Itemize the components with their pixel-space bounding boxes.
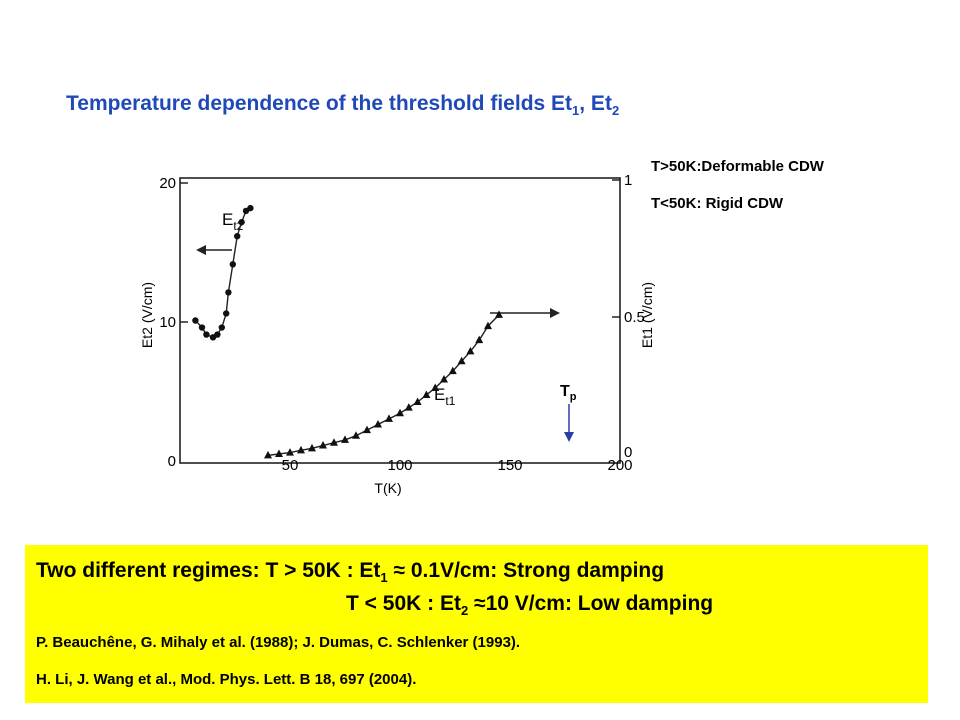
et2-data-point [203,331,210,338]
tp-arrow-head [564,432,574,442]
threshold-field-chart: 20 10 0 1 0.5 0 50 100 150 200 T(K) Et2 … [140,172,655,496]
left-tick-label-10: 10 [159,314,176,331]
et1-data-point [308,443,316,452]
et1-data-point [448,366,457,375]
et2-data-point [223,310,230,317]
et1-series-label: Et1 [434,385,456,408]
reference-2: H. Li, J. Wang et al., Mod. Phys. Lett. … [36,671,417,688]
title-separator: , Et [579,92,612,115]
x-tick-label-50: 50 [282,457,299,474]
left-tick-label-20: 20 [159,175,176,192]
et2-data-point [218,324,225,331]
et1-data-point [484,321,492,330]
regime-2-sub: 2 [460,603,469,619]
summary-box: Two different regimes: T > 50K : Et1 ≈ 0… [25,545,928,703]
et1-data-point [352,431,360,439]
et1-data-point [431,383,440,391]
et2-data-point [198,324,206,331]
et1-data-point [466,346,475,355]
regime-2-lead: T < 50K : Et [346,592,461,615]
reference-1: P. Beauchêne, G. Mihaly et al. (1988); J… [36,634,521,651]
et1-data-point [440,375,448,383]
left-tick-label-0: 0 [168,453,176,470]
tp-label: Tp [560,383,577,403]
et1-data-point [363,425,371,434]
regime-line-2: T < 50K : Et2 ≈10 V/cm: Low damping [346,592,713,618]
et1-data-point [286,448,294,456]
et1-data-point [341,435,349,443]
left-axis-title: Et2 (V/cm) [140,282,155,348]
et2-arrow-head [196,245,206,255]
regime-1-sub: 1 [380,570,388,586]
et2-data-point [247,204,254,212]
et1-data-point [330,438,338,446]
right-tick-label-1: 1 [624,172,632,189]
regime-note-rigid: T<50K: Rigid CDW [651,195,784,212]
series-layer [192,204,503,459]
x-axis-title: T(K) [374,480,401,496]
et2-data-point [238,218,245,226]
title-sub-1: 1 [572,103,580,119]
slide-title: Temperature dependence of the threshold … [66,92,619,118]
et1-data-point [275,449,283,457]
et2-data-point [192,317,199,324]
title-sub-2: 2 [611,103,620,119]
regime-1-lead: Two different regimes: T > 50K : Et [36,559,381,582]
regime-1-tail: ≈ 0.1V/cm: Strong damping [387,559,665,582]
et2-data-point [229,261,236,268]
et1-data-point [404,403,413,411]
et1-data-point [374,419,382,428]
right-axis-title: Et1 (V/cm) [639,282,655,348]
regime-2-tail: ≈10 V/cm: Low damping [468,592,714,615]
title-text: Temperature dependence of the threshold … [66,92,573,115]
et1-data-point [319,441,327,449]
et1-data-point [457,356,466,365]
regime-note-deformable: T>50K:Deformable CDW [651,158,824,175]
et1-data-point [422,390,431,398]
et1-data-point [396,408,404,417]
et1-arrow-head [550,308,560,318]
right-tick-label-0: 0 [624,444,632,461]
x-tick-label-100: 100 [387,457,412,474]
right-tick-label-0.5: 0.5 [624,309,645,326]
et1-data-point [264,450,272,459]
et2-data-point [214,331,221,338]
regime-line-1: Two different regimes: T > 50K : Et1 ≈ 0… [36,559,664,585]
et2-data-point [225,289,232,296]
x-tick-label-150: 150 [497,457,522,474]
plot-frame [179,177,621,464]
et2-data-point [234,233,241,240]
et2-series-label: Et2 [222,210,244,233]
et1-line [267,314,500,457]
x-tick-label-200: 200 [607,457,632,474]
et1-data-point [475,335,484,344]
et1-data-point [413,397,422,405]
et1-data-point [495,310,503,318]
et1-data-point [297,445,305,454]
et1-data-point [385,414,393,422]
